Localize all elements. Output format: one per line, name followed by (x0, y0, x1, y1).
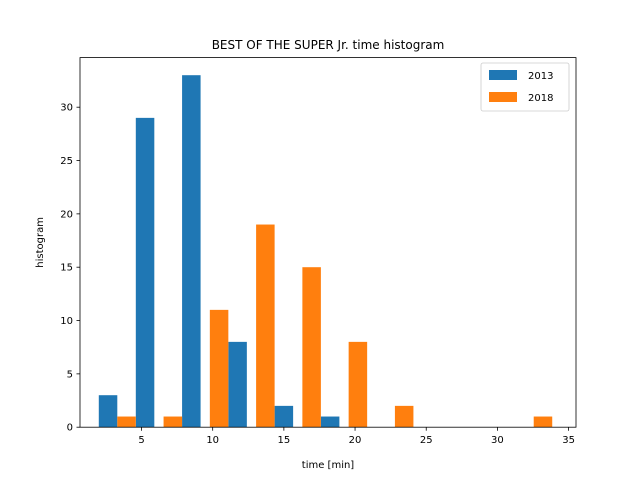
bar-2013-4 (274, 405, 294, 428)
y-tick-label: 15 (60, 263, 73, 274)
y-axis-ticks: 0 5 10 15 20 25 30 (60, 103, 80, 434)
x-tick-label: 15 (277, 435, 290, 446)
legend-label-2013: 2013 (528, 71, 553, 82)
x-axis-label: time [min] (302, 460, 355, 471)
x-tick-label: 35 (562, 435, 575, 446)
y-tick-label: 0 (67, 423, 73, 434)
x-tick-label: 5 (138, 435, 144, 446)
x-tick-label: 25 (420, 435, 433, 446)
bars-layer (98, 75, 553, 428)
legend: 2013 2018 (480, 62, 570, 112)
y-tick-label: 10 (60, 316, 73, 327)
bar-2018-3 (256, 224, 275, 428)
y-tick-label: 30 (60, 103, 73, 114)
bar-2013-0 (98, 395, 118, 428)
bar-2013-3 (228, 341, 247, 428)
bar-2013-1 (135, 117, 155, 428)
bar-2018-1 (163, 416, 183, 428)
bar-2018-4 (302, 267, 321, 428)
chart-title: BEST OF THE SUPER Jr. time histogram (212, 38, 445, 52)
legend-swatch-2018 (489, 92, 517, 102)
y-axis-label: histogram (35, 217, 46, 268)
bar-2018-0 (117, 416, 136, 428)
y-tick-label: 25 (60, 156, 73, 167)
bar-2018-7 (533, 416, 553, 428)
plot-frame (79, 57, 577, 428)
bar-2018-2 (209, 309, 229, 428)
x-tick-label: 30 (491, 435, 504, 446)
x-axis-ticks: 5 10 15 20 25 30 35 (138, 427, 575, 446)
y-tick-label: 5 (67, 369, 73, 380)
bar-2018-6 (394, 405, 414, 428)
bar-2013-2 (182, 75, 201, 428)
x-tick-label: 20 (349, 435, 362, 446)
legend-label-2018: 2018 (528, 93, 553, 104)
y-tick-label: 20 (60, 209, 73, 220)
legend-swatch-2013 (489, 70, 517, 80)
x-tick-label: 10 (206, 435, 219, 446)
bar-2013-5 (320, 416, 340, 428)
bar-2018-5 (348, 341, 368, 428)
